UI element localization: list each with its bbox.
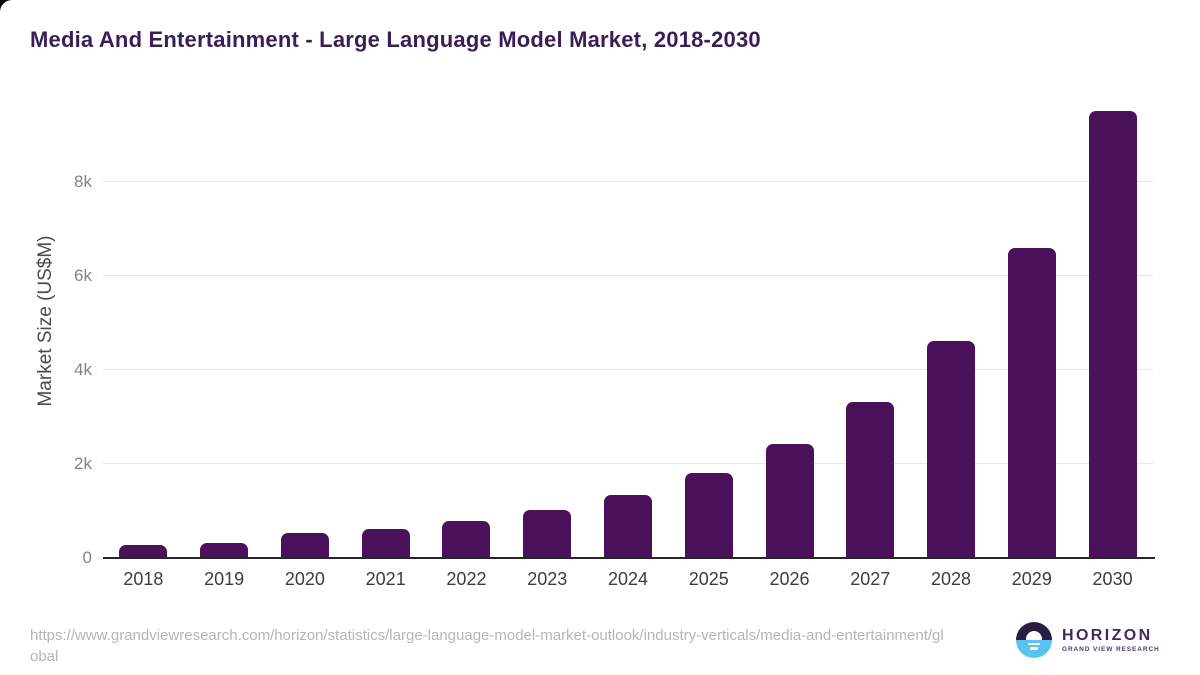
reflection-line-icon	[1028, 642, 1040, 645]
bar-2023[interactable]	[523, 510, 572, 558]
bar-2025[interactable]	[684, 473, 733, 558]
y-tick-label-2k: 2k	[74, 454, 92, 473]
gridline-2k	[103, 463, 1153, 464]
logo-subtitle: GRAND VIEW RESEARCH	[1062, 645, 1160, 653]
y-tick-label-6k: 6k	[74, 266, 92, 285]
bar-2026[interactable]	[765, 444, 814, 558]
bar-2020[interactable]	[280, 532, 329, 558]
bar-2030[interactable]	[1088, 110, 1137, 558]
gridline-4k	[103, 369, 1153, 370]
bar-2019[interactable]	[200, 543, 249, 558]
x-tick-label-2027: 2027	[850, 569, 891, 589]
reflection-line-icon	[1030, 647, 1038, 650]
bar-slot-2028	[911, 105, 992, 558]
bar-slot-2022	[426, 105, 507, 558]
bar-2027[interactable]	[846, 401, 895, 558]
gridline-8k	[103, 181, 1153, 182]
sun-dome-glyph	[1026, 631, 1042, 640]
bar-2022[interactable]	[442, 521, 491, 558]
y-tick-label-8k: 8k	[74, 172, 92, 191]
gridline-6k	[103, 275, 1153, 276]
logo-wordmark: HORIZON	[1062, 626, 1153, 644]
x-tick-label-2019: 2019	[204, 569, 245, 589]
x-tick-label-2026: 2026	[769, 569, 810, 589]
horizon-sunset-icon	[1016, 622, 1052, 658]
bar-slot-2021	[345, 105, 426, 558]
x-axis-line	[103, 557, 1155, 559]
bar-slot-2018	[103, 105, 184, 558]
bar-slot-2024	[588, 105, 669, 558]
bar-slot-2025	[668, 105, 749, 558]
bar-2029[interactable]	[1007, 248, 1056, 558]
bar-slot-2027	[830, 105, 911, 558]
x-tick-label-2022: 2022	[446, 569, 487, 589]
x-tick-label-2020: 2020	[284, 569, 325, 589]
x-tick-label-2023: 2023	[527, 569, 568, 589]
bar-2018[interactable]	[119, 544, 168, 558]
plot-area	[103, 105, 1153, 558]
bar-slot-2030	[1072, 105, 1153, 558]
bar-slot-2020	[265, 105, 346, 558]
x-tick-label-2024: 2024	[607, 569, 648, 589]
logo-text-block: HORIZON GRAND VIEW RESEARCH	[1062, 627, 1160, 654]
bars-container	[103, 105, 1153, 558]
bar-slot-2023	[507, 105, 588, 558]
x-tick-label-2018: 2018	[123, 569, 164, 589]
x-tick-label-2029: 2029	[1011, 569, 1052, 589]
window-corner-mask	[0, 0, 14, 14]
bar-2021[interactable]	[361, 528, 410, 558]
bar-slot-2029	[991, 105, 1072, 558]
bar-2024[interactable]	[603, 495, 652, 558]
chart-title: Media And Entertainment - Large Language…	[30, 27, 761, 52]
horizon-logo: HORIZON GRAND VIEW RESEARCH	[1016, 622, 1160, 658]
x-tick-label-2025: 2025	[688, 569, 729, 589]
bar-slot-2026	[749, 105, 830, 558]
y-tick-label-0: 0	[82, 548, 92, 567]
bar-slot-2019	[184, 105, 265, 558]
source-url: https://www.grandviewresearch.com/horizo…	[30, 627, 944, 665]
y-tick-label-4k: 4k	[74, 360, 92, 379]
x-tick-label-2028: 2028	[931, 569, 972, 589]
x-tick-label-2021: 2021	[365, 569, 406, 589]
bar-2028[interactable]	[927, 340, 976, 558]
x-axis-tick-labels: 2018 2019 2020 2021 2022 2023 2024 2025 2026 2027…	[103, 569, 1153, 590]
x-tick-label-2030: 2030	[1092, 569, 1133, 589]
y-axis-tick-labels: 0 2k 4k 6k 8k	[0, 105, 92, 567]
